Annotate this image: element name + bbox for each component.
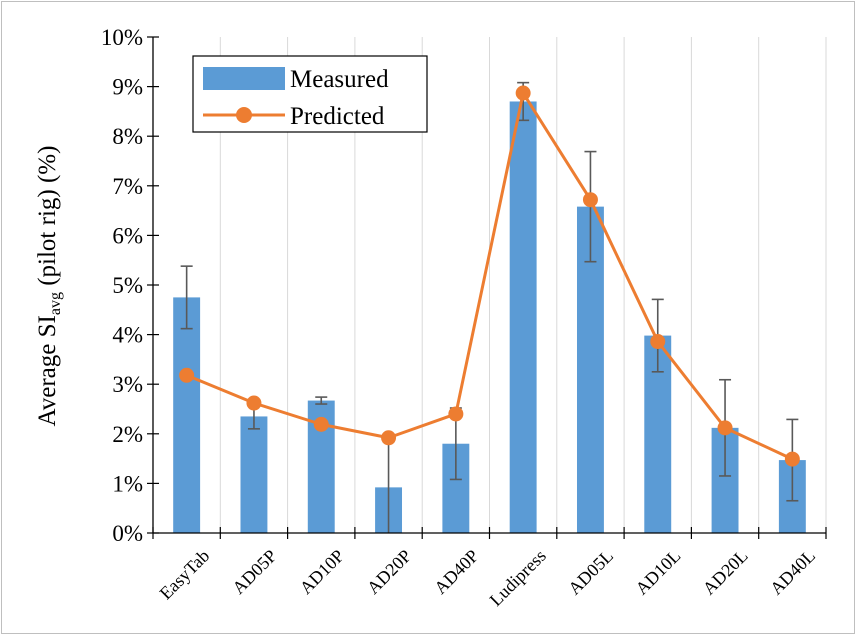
y-tick-label: 4%: [112, 323, 143, 348]
y-axis-title-sub: avg: [47, 292, 64, 315]
point-predicted-ad05p: [246, 395, 262, 411]
point-predicted-ad20l: [717, 420, 733, 436]
legend-predicted-label: Predicted: [290, 103, 385, 130]
y-axis-title: Average SIavg (pilot rig) (%): [34, 146, 64, 427]
legend: Measured Predicted: [192, 55, 428, 133]
point-predicted-ad05l: [582, 192, 598, 208]
y-axis-title-rest: (pilot rig) (%): [34, 146, 61, 292]
legend-predicted-marker: [236, 107, 252, 123]
point-predicted-ad40l: [784, 451, 800, 467]
point-predicted-ad10l: [650, 334, 666, 350]
y-tick-label: 9%: [112, 75, 143, 100]
line-predicted: [186, 91, 793, 461]
x-tick-label-ad05p: AD05P: [228, 546, 280, 598]
point-predicted-ad40p: [448, 406, 464, 422]
bar-measured-ad05p: [240, 416, 268, 533]
x-tick-label-ad20p: AD20P: [363, 546, 415, 598]
point-predicted-ludipress: [515, 85, 531, 101]
axis-layer: [147, 36, 827, 539]
y-tick-label: 3%: [112, 372, 143, 397]
y-tick-label: 7%: [112, 174, 143, 199]
y-tick-label: 5%: [112, 273, 143, 298]
point-predicted-easytab: [179, 367, 195, 383]
x-tick-label-ludipress: Ludipress: [486, 546, 550, 610]
x-tick-label-ad05l: AD05L: [564, 546, 617, 599]
bar-measured-easytab: [173, 297, 201, 533]
line-layer: [179, 85, 800, 467]
y-axis-title-main: Average SI: [34, 315, 61, 426]
x-tick-label-ad20l: AD20L: [699, 546, 752, 599]
x-tick-label-easytab: EasyTab: [156, 546, 214, 604]
point-predicted-ad10p: [313, 416, 329, 432]
x-tick-label-ad40p: AD40P: [430, 546, 482, 598]
y-tick-label: 0%: [112, 521, 143, 546]
point-predicted-ad20p: [381, 430, 397, 446]
y-tick-label: 2%: [112, 422, 143, 447]
bar-measured-ludipress: [509, 101, 537, 533]
y-tick-label: 8%: [112, 124, 143, 149]
y-tick-label: 1%: [112, 471, 143, 496]
x-tick-label-ad10p: AD10P: [296, 546, 348, 598]
x-tick-label-ad40l: AD40L: [766, 546, 819, 599]
y-tick-label: 10%: [101, 25, 143, 50]
legend-measured-label: Measured: [290, 66, 389, 93]
legend-measured-swatch: [203, 67, 285, 90]
y-tick-label: 6%: [112, 223, 143, 248]
x-tick-label-ad10l: AD10L: [631, 546, 684, 599]
